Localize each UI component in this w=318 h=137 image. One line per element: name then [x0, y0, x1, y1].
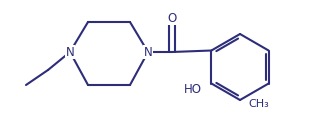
Text: N: N [66, 45, 74, 58]
Text: HO: HO [183, 83, 201, 96]
Text: N: N [144, 45, 152, 58]
Text: O: O [167, 12, 176, 25]
Text: CH₃: CH₃ [248, 99, 269, 109]
